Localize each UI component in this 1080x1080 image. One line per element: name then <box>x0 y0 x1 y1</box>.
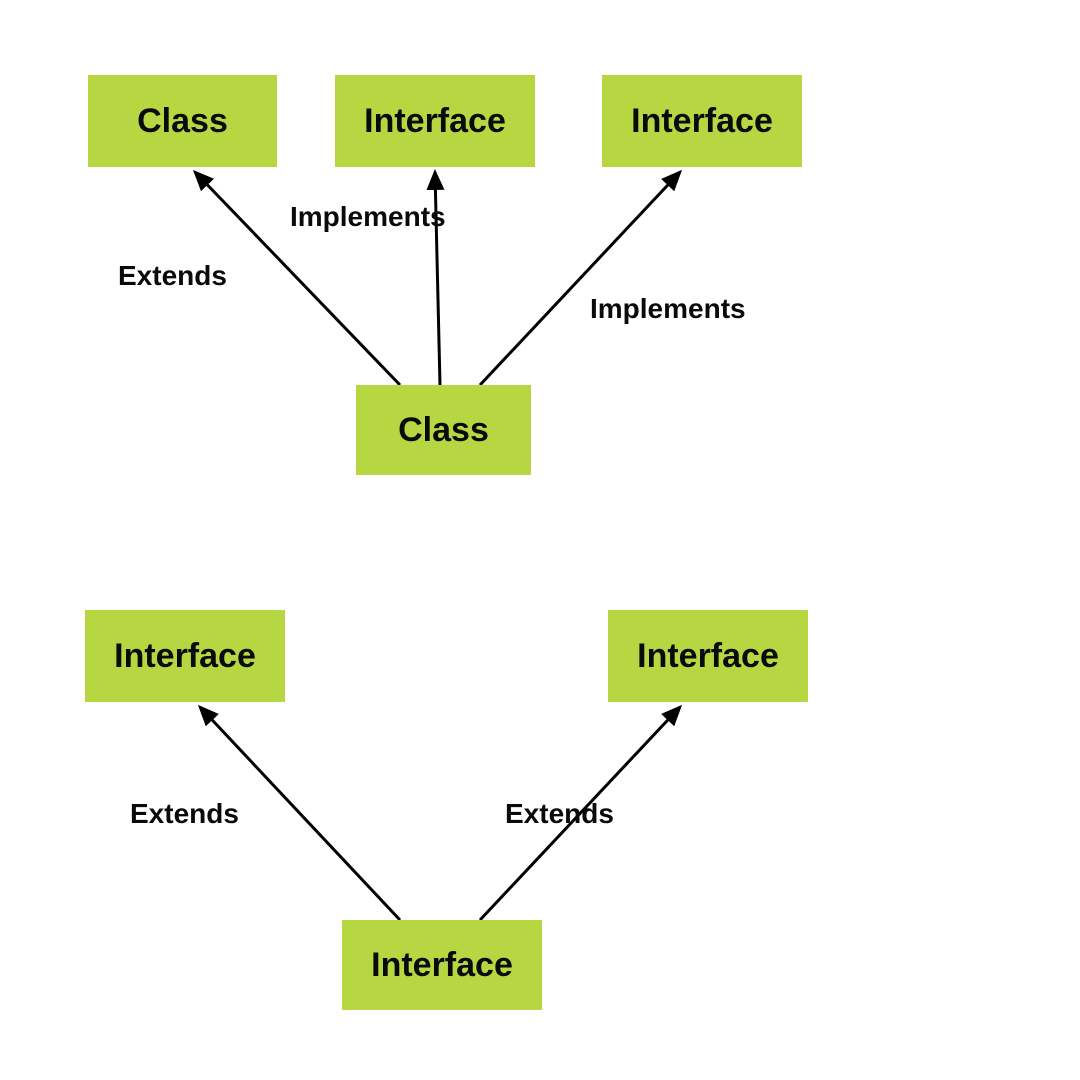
edge-label: Extends <box>505 798 614 830</box>
edge-label: Implements <box>290 201 446 233</box>
edge-label: Implements <box>590 293 746 325</box>
node-label: Class <box>398 411 489 450</box>
node-label: Interface <box>114 637 256 676</box>
node-box: Interface <box>602 75 802 167</box>
node-label: Interface <box>364 102 506 141</box>
node-box: Interface <box>342 920 542 1010</box>
node-label: Interface <box>637 637 779 676</box>
edge-label: Extends <box>130 798 239 830</box>
node-box: Class <box>88 75 277 167</box>
node-box: Interface <box>608 610 808 702</box>
node-box: Interface <box>85 610 285 702</box>
node-label: Class <box>137 102 228 141</box>
edge-arrow <box>480 172 680 385</box>
node-box: Interface <box>335 75 535 167</box>
node-box: Class <box>356 385 531 475</box>
edge-label: Extends <box>118 260 227 292</box>
node-label: Interface <box>371 946 513 985</box>
node-label: Interface <box>631 102 773 141</box>
